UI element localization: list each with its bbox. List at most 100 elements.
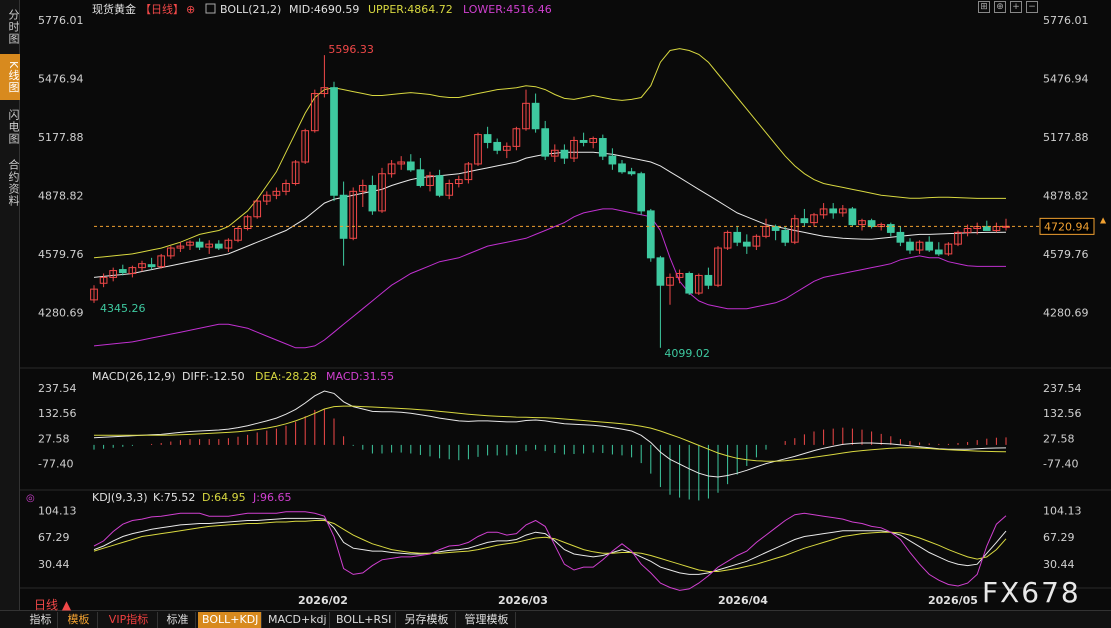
y-tick-label-right: 4878.82 (1043, 189, 1089, 202)
macd-y-tick-right: 132.56 (1043, 407, 1082, 420)
period-indicator-label: 日线 (34, 598, 59, 612)
y-tick-label-left: 5177.88 (38, 131, 84, 144)
candle-body (310, 93, 319, 132)
bottom-toolbar: 指标 模板 VIP指标 标准 BOLL+KDJ MACD+kdj BOLL+RSI 另存模板管… (0, 610, 1111, 628)
candle-body (666, 276, 674, 286)
candle-body (282, 183, 290, 192)
kdj-j-line (93, 511, 1007, 591)
bottom-tab[interactable]: BOLL+KDJ (198, 612, 262, 628)
candle-body (723, 231, 732, 249)
candle-body (963, 227, 972, 233)
candle-body (186, 241, 194, 246)
bottom-tab[interactable]: 管理模板 (458, 612, 516, 628)
tab-flash-chart[interactable]: 闪电图 (7, 109, 20, 145)
bottom-tab[interactable]: MACD+kdj (264, 612, 330, 628)
candle-body (358, 184, 367, 192)
candle-body (157, 255, 166, 268)
candle-body (925, 241, 934, 251)
candle-body (502, 145, 511, 151)
candle-body (301, 130, 310, 163)
watermark: FX678 (982, 576, 1081, 609)
high-annotation: 5596.33 (328, 43, 374, 56)
candle-body (176, 245, 185, 249)
bottom-tab[interactable]: VIP指标 (100, 612, 158, 628)
crosshair-icon[interactable]: ⊕ (994, 1, 1006, 13)
period-label: 【日线】 (140, 2, 184, 16)
last-price-text: 4720.94 (1044, 220, 1090, 233)
zoom-out-icon[interactable]: − (1026, 1, 1038, 13)
kdj-y-tick-right: 67.29 (1043, 531, 1075, 544)
candle-body (944, 243, 953, 255)
candle-body (483, 134, 492, 143)
x-tick-label: 2026/04 (718, 594, 768, 607)
kdj-y-tick-right: 30.44 (1043, 558, 1075, 571)
settings-icon[interactable]: ⊕ (186, 3, 195, 16)
candle-body (330, 87, 338, 196)
x-tick-label: 2026/05 (928, 594, 978, 607)
candle-body (416, 169, 425, 186)
macd-value: MACD:31.55 (326, 370, 394, 383)
boll-label: BOLL(21,2) (220, 3, 281, 16)
candle-body (848, 208, 857, 226)
candle-body (838, 208, 847, 214)
candle-body (166, 247, 175, 257)
chart-canvas[interactable]: 现货黄金 【日线】 ⊕ BOLL(21,2) MID:4690.59 UPPER… (0, 0, 1111, 610)
candle-body (493, 141, 502, 151)
kdj-y-tick-left: 30.44 (38, 558, 70, 571)
boll-mid: MID:4690.59 (289, 3, 359, 16)
zoom-in-icon[interactable]: + (1010, 1, 1022, 13)
indicator-icon[interactable] (205, 3, 216, 14)
candle-body (704, 274, 713, 286)
period-indicator[interactable]: 日线 ▲ (34, 598, 72, 612)
candle-body (512, 128, 521, 147)
low-annotation: 4099.02 (664, 347, 710, 360)
y-tick-label-left: 4579.76 (38, 248, 84, 261)
instrument-title: 现货黄金 (92, 2, 136, 16)
bottom-tab[interactable]: 模板 (60, 612, 98, 628)
candle-body (675, 272, 684, 278)
candle-body (195, 241, 204, 248)
tab-contract-info[interactable]: 合约资料 (7, 159, 20, 207)
kdj-j: J:96.65 (252, 491, 291, 504)
kdj-k-line (93, 517, 1007, 575)
candle-body (627, 171, 636, 175)
candle-body (906, 241, 914, 251)
candle-body (637, 173, 646, 212)
candle-body (272, 190, 281, 196)
bottom-tab[interactable]: 标准 (160, 612, 196, 628)
candle-body (464, 163, 473, 181)
candle-body (454, 179, 463, 185)
candle-body (406, 161, 415, 171)
boll-mid-line (93, 151, 1007, 278)
candle-body (886, 224, 895, 233)
bottom-tab[interactable]: BOLL+RSI (332, 612, 396, 628)
tab-kline-chart[interactable]: K线图 (0, 54, 20, 100)
boll-upper: UPPER:4864.72 (368, 3, 453, 16)
price-arrow-icon: ▲ (1100, 215, 1107, 224)
kdj-label: KDJ(9,3,3) (92, 491, 148, 504)
candle-body (224, 239, 233, 249)
boll-lower-line (93, 208, 1006, 349)
candle-body (138, 263, 146, 269)
kdj-d: D:64.95 (202, 491, 246, 504)
macd-label: MACD(26,12,9) (92, 370, 176, 383)
boll-lower: LOWER:4516.46 (463, 3, 552, 16)
candle-body (982, 226, 991, 231)
bottom-tab[interactable]: 指标 (24, 612, 58, 628)
candle-body (262, 194, 271, 202)
fullscreen-icon[interactable]: ⊞ (978, 1, 990, 13)
y-tick-label-left: 4878.82 (38, 189, 84, 202)
y-tick-label-right: 5476.94 (1043, 72, 1089, 85)
macd-layer (93, 390, 1007, 501)
start-annotation: 4345.26 (100, 302, 146, 315)
candle-body (598, 138, 607, 157)
candle-body (339, 194, 348, 239)
candle-body (550, 149, 559, 157)
candle-body (896, 231, 905, 243)
bottom-tab[interactable]: 另存模板 (398, 612, 456, 628)
macd-y-tick-left: 237.54 (38, 382, 77, 395)
tab-timeshare-chart[interactable]: 分时图 (7, 9, 20, 45)
y-tick-label-right: 4579.76 (1043, 248, 1089, 261)
candle-body (90, 288, 98, 301)
